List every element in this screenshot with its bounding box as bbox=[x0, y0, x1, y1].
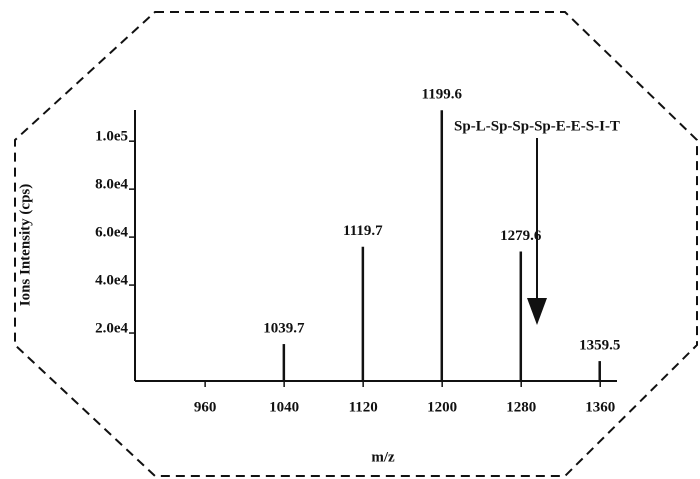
peak-label: 1359.5 bbox=[579, 338, 620, 354]
x-tick-label: 1360 bbox=[585, 399, 615, 415]
y-tick-label: 4.0e4 bbox=[95, 273, 128, 289]
dashed-frame bbox=[14, 11, 698, 477]
annotation: Sp-L-Sp-Sp-Sp-E-E-S-I-T bbox=[454, 118, 620, 134]
x-tick-label: 960 bbox=[194, 399, 217, 415]
x-tick-label: 1120 bbox=[349, 399, 378, 415]
x-axis-label: m/z bbox=[371, 449, 395, 465]
peak-label: 1199.6 bbox=[422, 87, 463, 103]
x-tick-label: 1280 bbox=[506, 399, 536, 415]
y-axis-label: Ions Intensity (cps) bbox=[17, 184, 33, 307]
peak-label: 1039.7 bbox=[263, 321, 305, 337]
x-tick-label: 1200 bbox=[427, 399, 457, 415]
x-tick-label: 1040 bbox=[269, 399, 299, 415]
y-tick-label: 6.0e4 bbox=[95, 225, 128, 241]
y-tick-label: 2.0e4 bbox=[95, 320, 128, 336]
peak-label: 1279.6 bbox=[500, 228, 542, 244]
arrow-head bbox=[527, 298, 547, 325]
y-tick-label: 1.0e5 bbox=[95, 129, 128, 145]
y-tick-label: 8.0e4 bbox=[95, 177, 128, 193]
peak-label: 1119.7 bbox=[343, 223, 383, 239]
